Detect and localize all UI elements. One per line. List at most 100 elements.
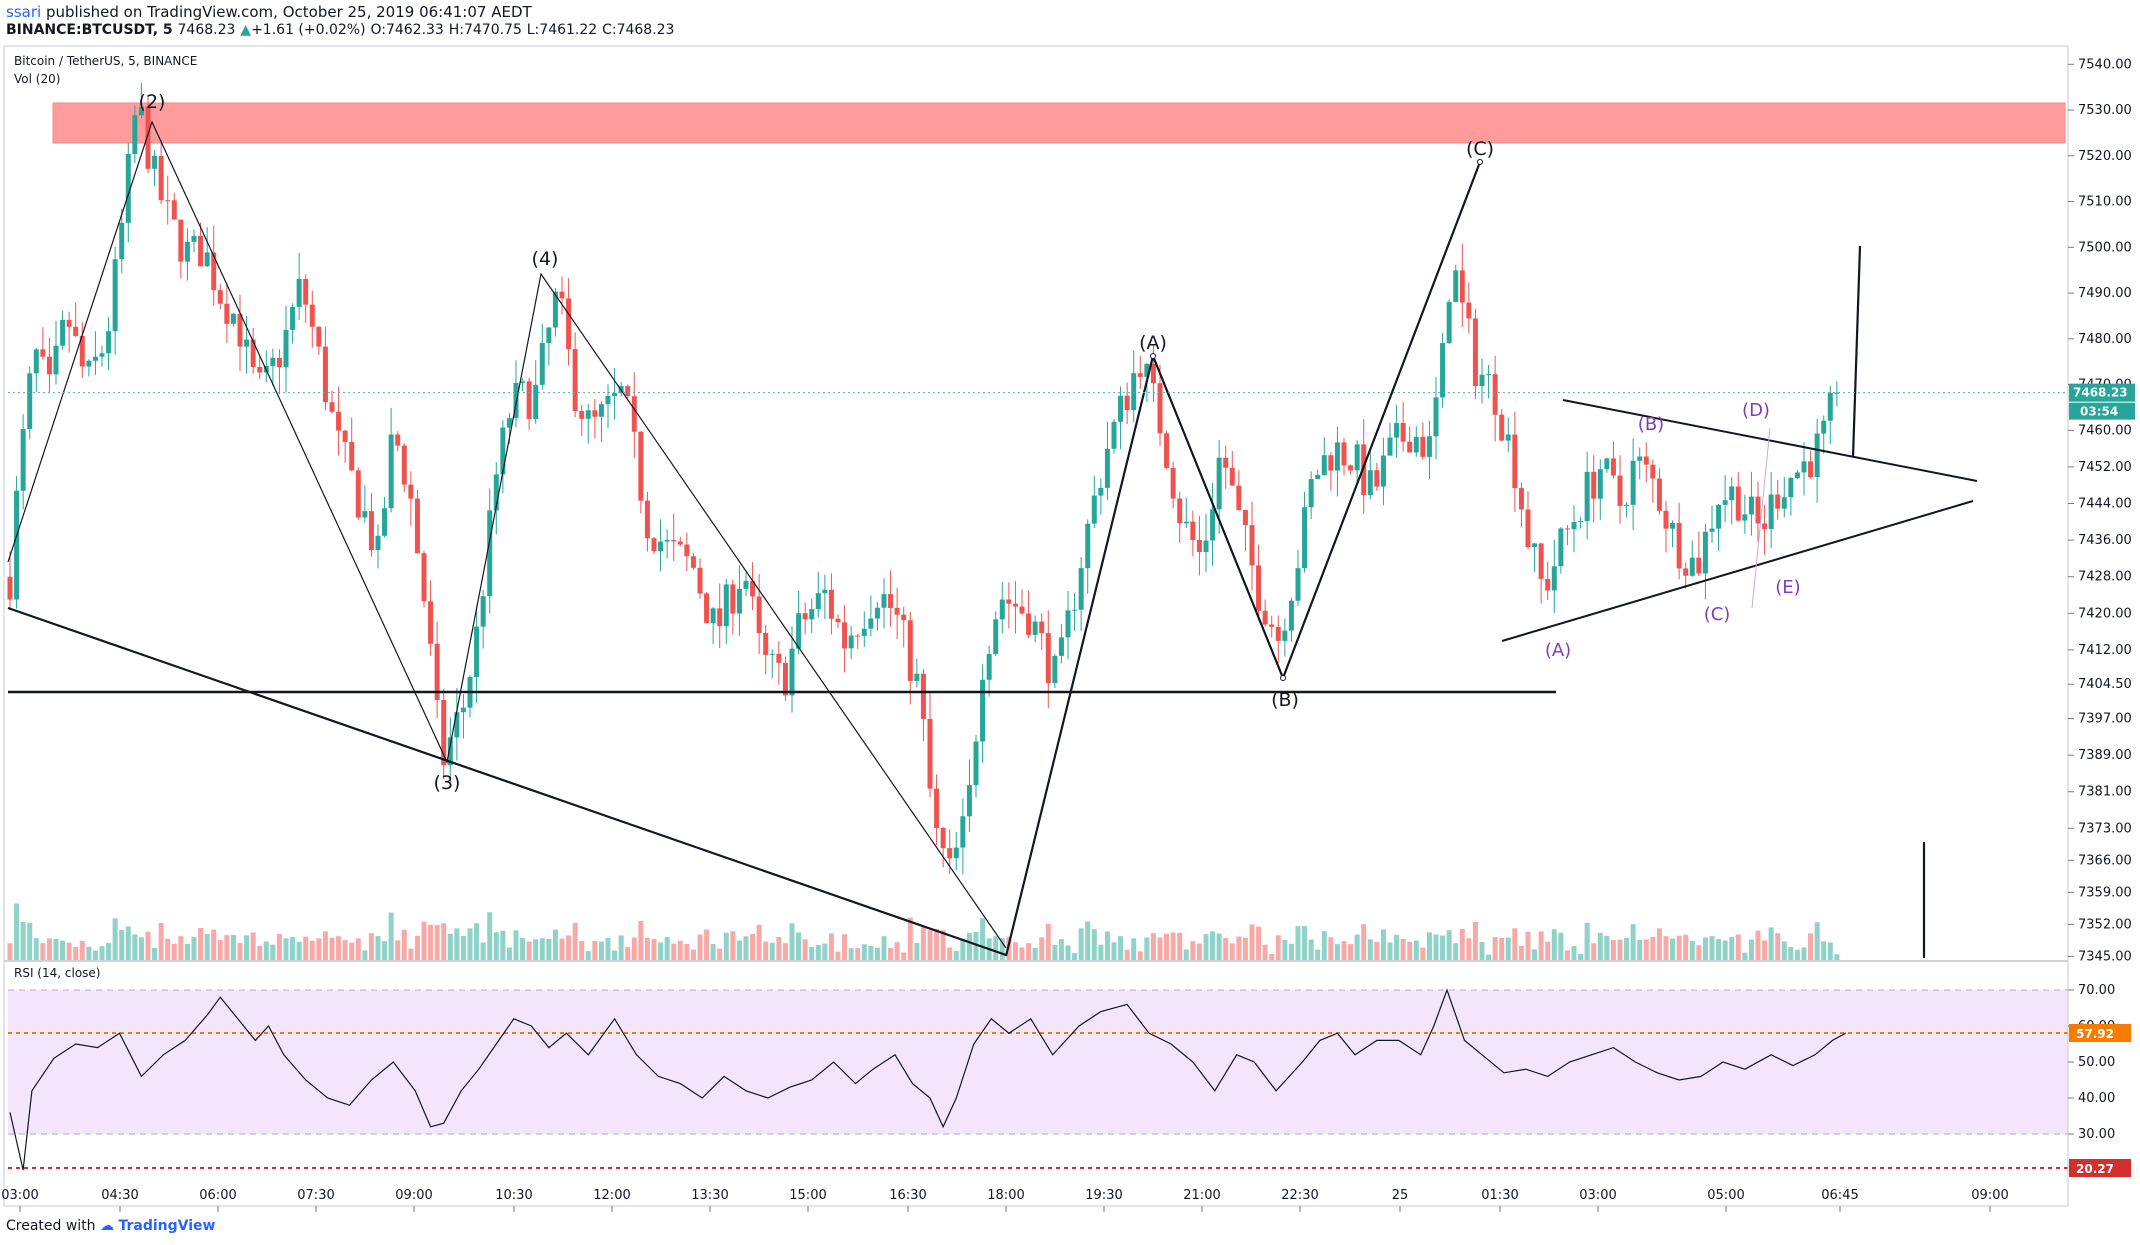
author-name[interactable]: ssari bbox=[6, 3, 42, 21]
candle-body bbox=[612, 393, 618, 397]
candle-body bbox=[1597, 469, 1603, 499]
volume-bar bbox=[1413, 940, 1419, 961]
candle-body bbox=[585, 410, 591, 419]
volume-bar bbox=[1604, 935, 1610, 961]
candle-body bbox=[1775, 494, 1781, 509]
time-tick-label: 03:00 bbox=[1579, 1188, 1616, 1203]
candle-body bbox=[1302, 507, 1308, 569]
volume-bar bbox=[1394, 934, 1400, 961]
candle-body bbox=[723, 584, 729, 627]
price-tick-label: 7389.00 bbox=[2078, 748, 2132, 763]
candle-body bbox=[506, 418, 512, 428]
candle-body bbox=[658, 541, 664, 552]
price-pane[interactable]: (2) (3) (4) (A) (B) (C) (A) (B) (C) (D) … bbox=[7, 54, 2066, 961]
volume-bar bbox=[1039, 937, 1045, 961]
time-axis[interactable]: 03:00 04:30 06:00 07:30 09:00 10:30 12:00 13:30… bbox=[1, 1188, 2009, 1212]
volume-bar bbox=[1663, 936, 1669, 961]
candle-body bbox=[1637, 456, 1643, 461]
price-tick-label: 7510.00 bbox=[2078, 195, 2132, 210]
candle-body bbox=[782, 662, 788, 696]
volume-bar bbox=[848, 948, 854, 961]
candle-body bbox=[1104, 448, 1110, 488]
volume-bar bbox=[342, 940, 348, 961]
candle-body bbox=[1039, 621, 1045, 634]
volume-bar bbox=[401, 929, 407, 961]
candle-body bbox=[1400, 422, 1406, 442]
candle-body bbox=[204, 252, 210, 267]
volume-bar bbox=[460, 935, 466, 961]
volume-bar bbox=[237, 942, 243, 961]
abc-correction-path bbox=[1004, 161, 1482, 957]
candle-body bbox=[1236, 485, 1242, 510]
candle-body bbox=[1374, 470, 1380, 487]
volume-bar bbox=[1196, 943, 1202, 961]
volume-bar bbox=[73, 946, 79, 961]
tradingview-brand[interactable]: TradingView bbox=[118, 1218, 216, 1234]
volume-bar bbox=[1170, 932, 1176, 961]
volume-bar bbox=[198, 927, 204, 961]
volume-bar bbox=[1249, 924, 1255, 961]
volume-bar bbox=[651, 939, 657, 961]
open-value: 7462.33 bbox=[385, 22, 444, 38]
candle-body bbox=[309, 304, 315, 327]
volume-bar bbox=[888, 947, 894, 961]
candle-body bbox=[552, 291, 558, 328]
volume-bar bbox=[618, 935, 624, 961]
candle-body bbox=[802, 613, 808, 620]
volume-bar bbox=[191, 936, 197, 961]
volume-bar bbox=[1216, 933, 1222, 961]
rsi-tick-label: 70.00 bbox=[2078, 983, 2115, 998]
volume-bar bbox=[874, 947, 880, 961]
candle-body bbox=[1794, 472, 1800, 478]
volume-bar bbox=[1525, 931, 1531, 961]
candle-body bbox=[1446, 301, 1452, 344]
price-tick-label: 7352.00 bbox=[2078, 917, 2132, 932]
volume-bar bbox=[1479, 941, 1485, 961]
volume-bar bbox=[1545, 941, 1551, 961]
volume-bar bbox=[973, 931, 979, 961]
candle-body bbox=[237, 313, 243, 347]
candle-body bbox=[1170, 467, 1176, 499]
candle-body bbox=[1834, 392, 1840, 394]
volume-bar bbox=[1104, 931, 1110, 961]
time-tick-label: 15:00 bbox=[789, 1188, 826, 1203]
volume-bar bbox=[1052, 944, 1058, 961]
candle-body bbox=[1650, 464, 1656, 479]
candle-body bbox=[1387, 437, 1393, 456]
candle-body bbox=[1196, 539, 1202, 553]
price-axis[interactable]: 7345.00 7352.00 7359.00 7366.00 7373.00 7381.… bbox=[2068, 57, 2132, 964]
candle-body bbox=[763, 632, 769, 655]
last-price-badge-bg bbox=[2069, 383, 2135, 402]
candle-body bbox=[848, 635, 854, 649]
price-tick-label: 7397.00 bbox=[2078, 712, 2132, 727]
candle-body bbox=[60, 319, 66, 346]
candle-body bbox=[1058, 637, 1064, 656]
wave-label-b-purple: (B) bbox=[1638, 414, 1664, 435]
candle-body bbox=[1440, 343, 1446, 398]
volume-bar bbox=[40, 943, 46, 961]
volume-bar bbox=[1676, 935, 1682, 961]
volume-bar bbox=[1440, 935, 1446, 961]
pivot-marker-a bbox=[1150, 353, 1156, 359]
time-tick-label: 06:45 bbox=[1821, 1188, 1858, 1203]
rsi-pane[interactable]: RSI (14, close) bbox=[8, 966, 2068, 1171]
volume-bar bbox=[230, 934, 236, 961]
volume-bar bbox=[395, 940, 401, 961]
volume-bar bbox=[1420, 947, 1426, 961]
volume-bar bbox=[1735, 934, 1741, 961]
candle-body bbox=[1177, 498, 1183, 524]
volume-bar bbox=[1597, 932, 1603, 961]
volume-bar bbox=[355, 938, 361, 961]
volume-bar bbox=[934, 928, 940, 961]
candle-body bbox=[920, 673, 926, 719]
candle-body bbox=[868, 618, 874, 629]
volume-bar bbox=[1755, 930, 1761, 961]
candle-body bbox=[296, 278, 302, 307]
volume-bar bbox=[1019, 947, 1025, 961]
volume-bar bbox=[1111, 942, 1117, 961]
volume-bar bbox=[750, 933, 756, 961]
candle-body bbox=[224, 303, 230, 324]
candle-body bbox=[152, 155, 158, 169]
